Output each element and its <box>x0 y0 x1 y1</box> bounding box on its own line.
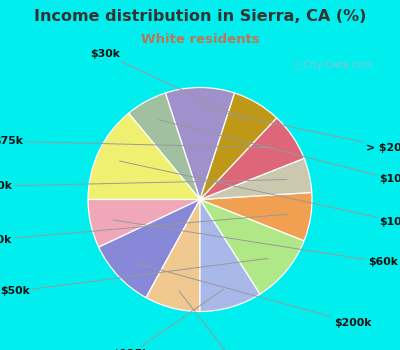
Wedge shape <box>200 199 304 294</box>
Text: $150k: $150k <box>0 214 288 245</box>
Wedge shape <box>129 93 200 200</box>
Wedge shape <box>146 199 200 312</box>
Wedge shape <box>200 199 260 312</box>
Wedge shape <box>200 158 312 200</box>
Wedge shape <box>88 113 200 199</box>
Wedge shape <box>200 118 304 199</box>
Text: White residents: White residents <box>141 33 259 46</box>
Wedge shape <box>165 88 235 200</box>
Text: Income distribution in Sierra, CA (%): Income distribution in Sierra, CA (%) <box>34 9 366 24</box>
Text: $50k: $50k <box>0 258 268 296</box>
Text: $60k: $60k <box>113 220 398 267</box>
Wedge shape <box>200 193 312 241</box>
Wedge shape <box>200 93 277 200</box>
Wedge shape <box>88 199 200 247</box>
Text: $75k: $75k <box>0 136 273 148</box>
Text: ⓘ City-Data.com: ⓘ City-Data.com <box>294 60 373 70</box>
Text: $30k: $30k <box>90 49 244 119</box>
Wedge shape <box>99 199 200 298</box>
Text: > $200k: > $200k <box>203 108 400 153</box>
Text: $40k: $40k <box>179 290 246 350</box>
Text: $200k: $200k <box>136 263 372 328</box>
Text: $100k: $100k <box>120 161 400 227</box>
Text: $10k: $10k <box>158 120 400 184</box>
Text: $20k: $20k <box>0 180 287 191</box>
Text: $125k: $125k <box>112 289 223 350</box>
